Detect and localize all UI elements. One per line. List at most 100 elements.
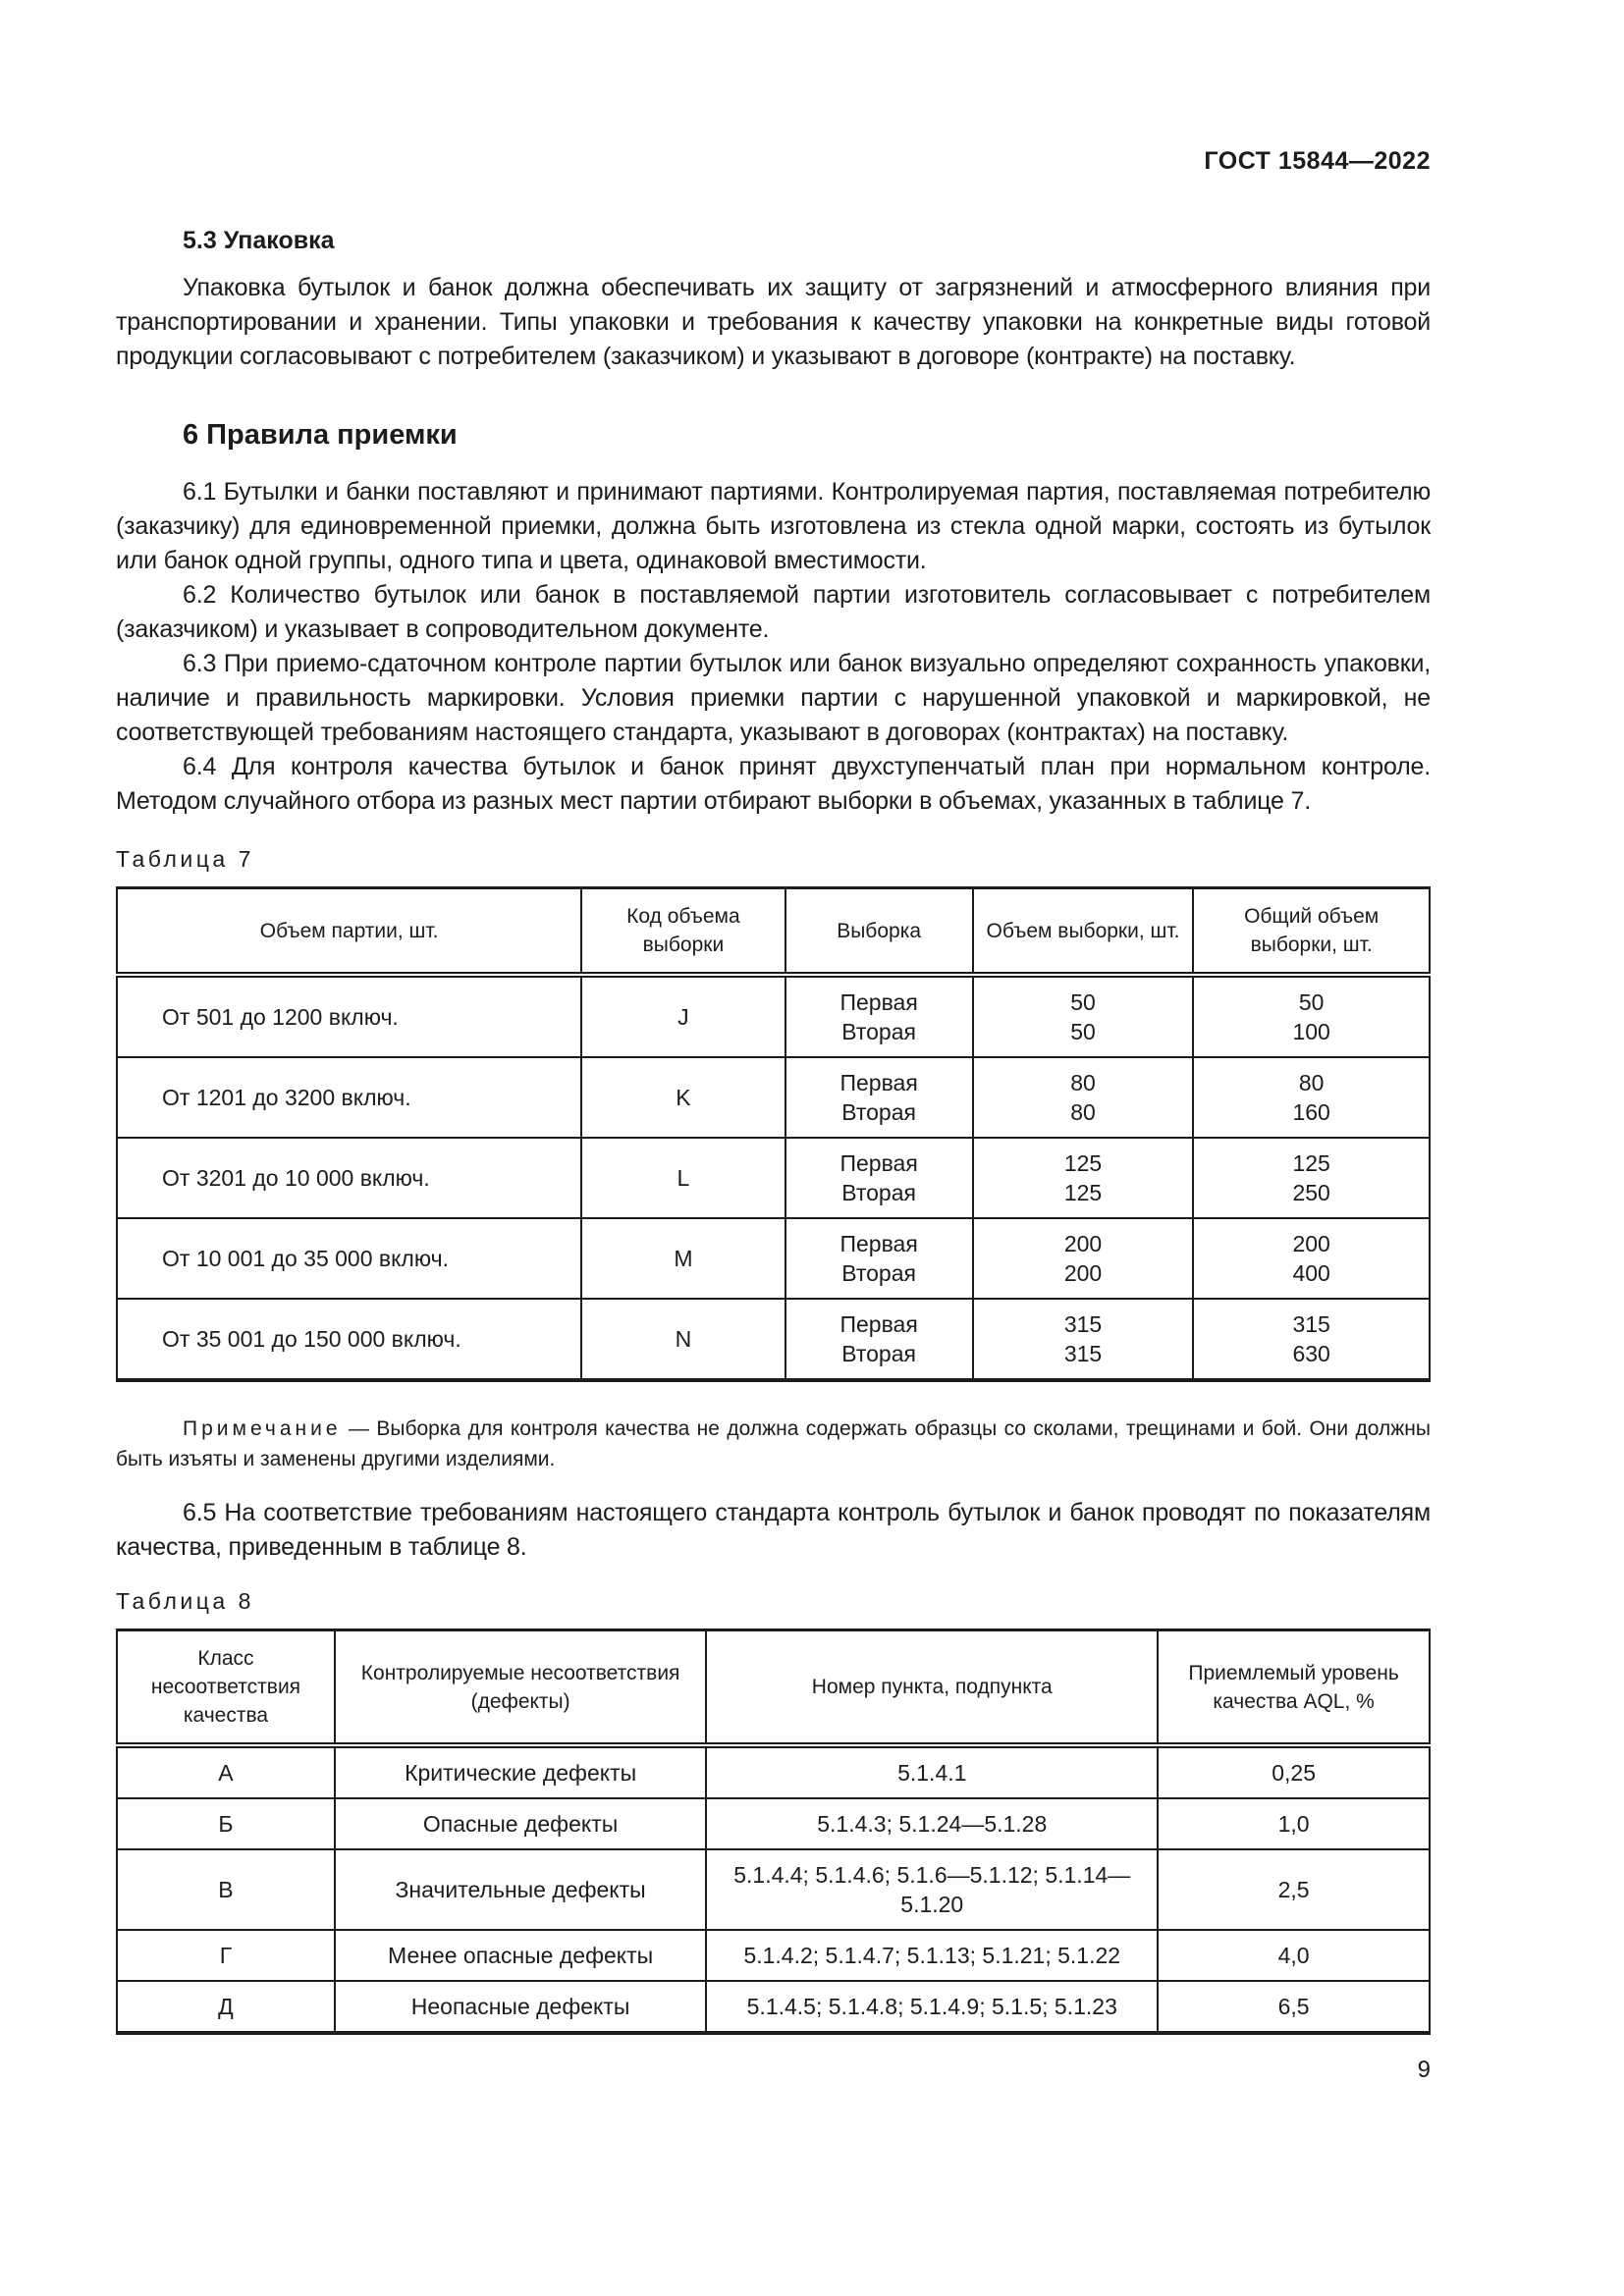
- paragraph-6-5: 6.5 На соответствие требованиям настояще…: [116, 1499, 1431, 1561]
- party-volume-cell: От 1201 до 3200 включ.: [115, 1056, 583, 1139]
- quality-class-cell: Д: [116, 1980, 336, 2034]
- total-volume-cell: 80 160: [1192, 1056, 1431, 1139]
- sample-line: Вторая: [841, 1099, 916, 1125]
- section-5-3-title: 5.3 Упаковка: [183, 227, 335, 254]
- defects-cell: Менее опасные дефекты: [333, 1929, 708, 1982]
- total-volume-cell: 200 400: [1192, 1217, 1431, 1300]
- defects-cell: Значительные дефекты: [333, 1848, 708, 1931]
- sample-cell: Первая Вторая: [784, 1137, 974, 1219]
- clause-numbers-cell: 5.1.4.2; 5.1.4.7; 5.1.13; 5.1.21; 5.1.22: [705, 1929, 1160, 1982]
- column-header: Номер пункта, подпункта: [705, 1629, 1160, 1748]
- value-line: 200: [1063, 1231, 1103, 1256]
- total-volume-cell: 50 100: [1192, 974, 1431, 1058]
- total-volume-cell: 315 630: [1192, 1298, 1431, 1381]
- paragraph-6-2: 6.2 Количество бутылок или банок в поста…: [116, 581, 1431, 643]
- sample-cell: Первая Вторая: [784, 1298, 974, 1381]
- value-line: 80: [1298, 1070, 1325, 1095]
- column-header: Код объема выборки: [580, 886, 786, 978]
- sample-volume-cell: 125 125: [971, 1137, 1195, 1219]
- table-8: Класс несоответствия качества Контролиру…: [116, 1629, 1431, 2035]
- table-row: От 10 001 до 35 000 включ. M Первая Втор…: [115, 1217, 1431, 1300]
- table-8-header-row: Класс несоответствия качества Контролиру…: [116, 1629, 1431, 1748]
- sample-line: Вторая: [841, 1260, 916, 1286]
- party-volume-cell: От 10 001 до 35 000 включ.: [115, 1217, 583, 1300]
- defects-cell: Опасные дефекты: [333, 1797, 708, 1850]
- column-header: Приемлемый уровень качества AQL, %: [1157, 1629, 1431, 1748]
- value-line: 50: [1070, 989, 1096, 1015]
- column-header: Контролируемые несоответствия (дефекты): [333, 1629, 708, 1748]
- clause-numbers-cell: 5.1.4.4; 5.1.4.6; 5.1.6—5.1.12; 5.1.14—5…: [705, 1848, 1160, 1931]
- party-volume-cell: От 501 до 1200 включ.: [115, 974, 583, 1058]
- table-7-header-row: Объем партии, шт. Код объема выборки Выб…: [115, 886, 1431, 978]
- column-header: Класс несоответствия качества: [116, 1629, 336, 1748]
- value-line: 50: [1298, 989, 1325, 1015]
- party-volume-cell: От 35 001 до 150 000 включ.: [115, 1298, 583, 1381]
- sample-line: Первая: [839, 1070, 918, 1095]
- quality-class-cell: В: [116, 1848, 336, 1931]
- table-row: Д Неопасные дефекты 5.1.4.5; 5.1.4.8; 5.…: [116, 1980, 1431, 2034]
- sample-line: Вторая: [841, 1180, 916, 1205]
- aql-cell: 6,5: [1157, 1980, 1431, 2034]
- sample-cell: Первая Вторая: [784, 974, 974, 1058]
- aql-cell: 1,0: [1157, 1797, 1431, 1850]
- table-7-label: Таблица 7: [116, 846, 254, 872]
- value-line: 80: [1070, 1070, 1096, 1095]
- sample-line: Первая: [839, 1311, 918, 1337]
- sample-volume-cell: 80 80: [971, 1056, 1195, 1139]
- sample-volume-cell: 315 315: [971, 1298, 1195, 1381]
- column-header: Выборка: [784, 886, 974, 978]
- sample-code-cell: N: [580, 1298, 786, 1381]
- value-line: 160: [1292, 1099, 1330, 1125]
- value-line: 315: [1292, 1311, 1330, 1337]
- value-line: 50: [1070, 1019, 1096, 1044]
- quality-class-cell: А: [116, 1744, 336, 1799]
- sample-code-cell: L: [580, 1137, 786, 1219]
- section-6-title: 6 Правила приемки: [183, 419, 458, 451]
- aql-cell: 2,5: [1157, 1848, 1431, 1931]
- value-line: 315: [1063, 1341, 1103, 1366]
- sample-line: Вторая: [841, 1019, 916, 1044]
- table-row: От 1201 до 3200 включ. K Первая Вторая 8…: [115, 1056, 1431, 1139]
- sample-line: Первая: [839, 989, 918, 1015]
- sample-line: Первая: [839, 1150, 918, 1176]
- value-line: 200: [1292, 1231, 1330, 1256]
- value-line: 250: [1292, 1180, 1330, 1205]
- sample-line: Вторая: [841, 1341, 916, 1366]
- defects-cell: Неопасные дефекты: [333, 1980, 708, 2034]
- table-row: В Значительные дефекты 5.1.4.4; 5.1.4.6;…: [116, 1848, 1431, 1931]
- column-header: Объем партии, шт.: [115, 886, 583, 978]
- note-label: Примечание: [183, 1417, 342, 1440]
- value-line: 630: [1292, 1341, 1330, 1366]
- table-7: Объем партии, шт. Код объема выборки Выб…: [115, 886, 1431, 1382]
- paragraph-6-1: 6.1 Бутылки и банки поставляют и принима…: [116, 478, 1431, 574]
- note-text: — Выборка для контроля качества не должн…: [116, 1417, 1431, 1470]
- value-line: 400: [1292, 1260, 1330, 1286]
- clause-numbers-cell: 5.1.4.5; 5.1.4.8; 5.1.4.9; 5.1.5; 5.1.23: [705, 1980, 1160, 2034]
- value-line: 125: [1292, 1150, 1330, 1176]
- sample-volume-cell: 200 200: [971, 1217, 1195, 1300]
- aql-cell: 4,0: [1157, 1929, 1431, 1982]
- doc-code: ГОСТ 15844—2022: [1204, 147, 1431, 175]
- quality-class-cell: Г: [116, 1929, 336, 1982]
- table-7-note: Примечание — Выборка для контроля качест…: [116, 1414, 1431, 1474]
- paragraph-6-3: 6.3 При приемо-сдаточном контроле партии…: [116, 650, 1431, 746]
- sample-cell: Первая Вторая: [784, 1217, 974, 1300]
- sample-code-cell: J: [580, 974, 786, 1058]
- sample-code-cell: M: [580, 1217, 786, 1300]
- sample-cell: Первая Вторая: [784, 1056, 974, 1139]
- value-line: 125: [1063, 1150, 1103, 1176]
- table-row: Г Менее опасные дефекты 5.1.4.2; 5.1.4.7…: [116, 1929, 1431, 1982]
- total-volume-cell: 125 250: [1192, 1137, 1431, 1219]
- page-number: 9: [1417, 2056, 1431, 2083]
- quality-class-cell: Б: [116, 1797, 336, 1850]
- value-line: 100: [1292, 1019, 1330, 1044]
- sample-code-cell: K: [580, 1056, 786, 1139]
- clause-numbers-cell: 5.1.4.1: [705, 1744, 1160, 1799]
- value-line: 125: [1063, 1180, 1103, 1205]
- paragraph-6-4: 6.4 Для контроля качества бутылок и бано…: [116, 753, 1431, 815]
- value-line: 200: [1063, 1260, 1103, 1286]
- table-row: А Критические дефекты 5.1.4.1 0,25: [116, 1744, 1431, 1799]
- party-volume-cell: От 3201 до 10 000 включ.: [115, 1137, 583, 1219]
- table-row: От 35 001 до 150 000 включ. N Первая Вто…: [115, 1298, 1431, 1381]
